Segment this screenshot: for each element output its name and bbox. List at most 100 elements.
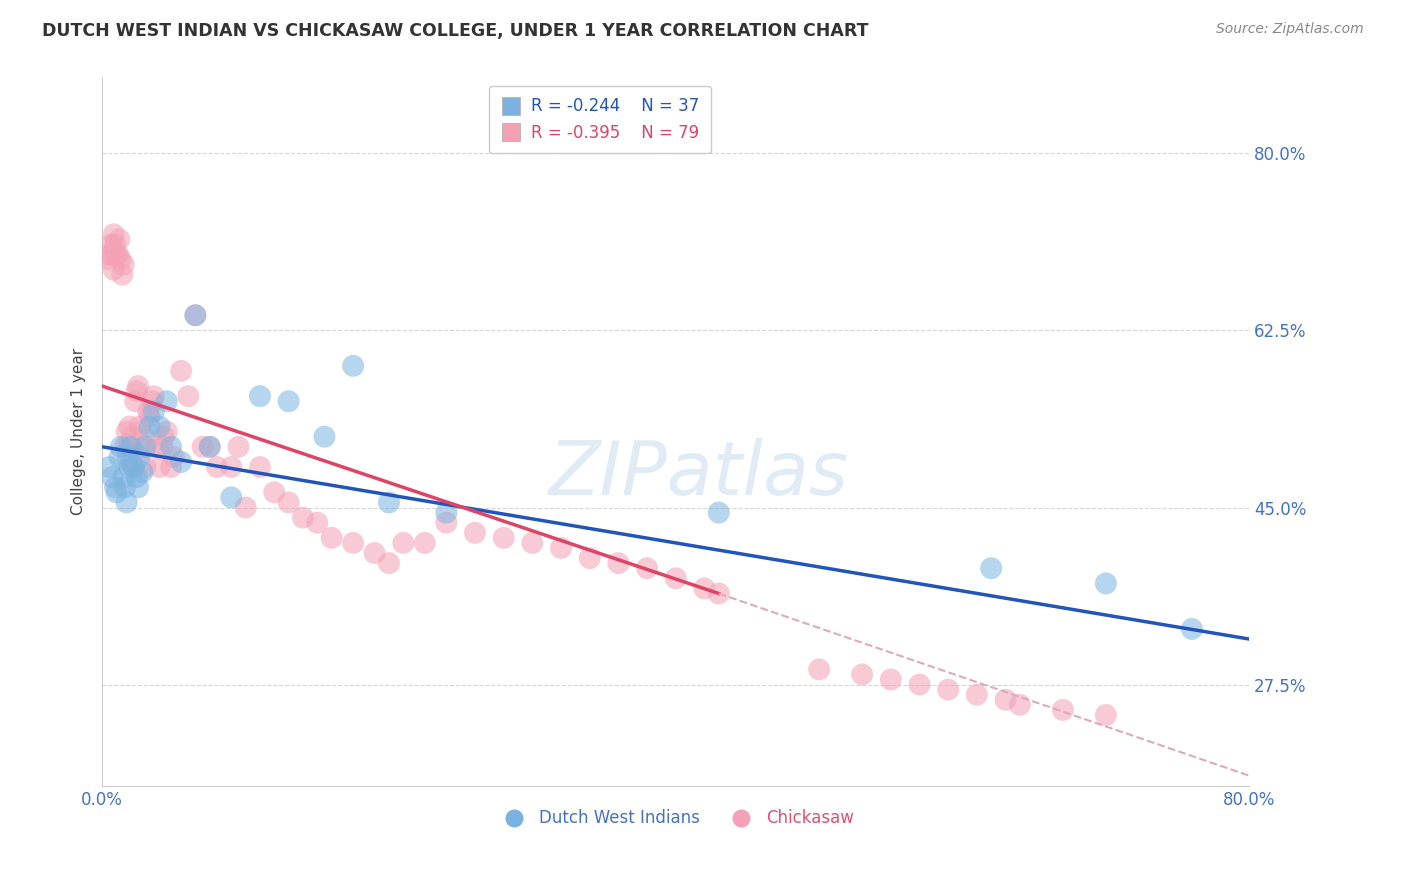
Point bbox=[607, 556, 630, 570]
Point bbox=[136, 404, 159, 418]
Point bbox=[134, 440, 156, 454]
Point bbox=[392, 536, 415, 550]
Point bbox=[291, 510, 314, 524]
Point bbox=[118, 460, 141, 475]
Legend: Dutch West Indians, Chickasaw: Dutch West Indians, Chickasaw bbox=[491, 803, 860, 834]
Point bbox=[980, 561, 1002, 575]
Point bbox=[145, 440, 167, 454]
Point bbox=[808, 662, 831, 676]
Point bbox=[228, 440, 250, 454]
Point bbox=[117, 440, 139, 454]
Point bbox=[124, 394, 146, 409]
Point bbox=[122, 460, 145, 475]
Point bbox=[118, 419, 141, 434]
Point bbox=[152, 440, 174, 454]
Point bbox=[464, 525, 486, 540]
Point bbox=[198, 440, 221, 454]
Point bbox=[550, 541, 572, 555]
Point bbox=[1052, 703, 1074, 717]
Point bbox=[522, 536, 544, 550]
Point bbox=[205, 460, 228, 475]
Point bbox=[127, 480, 149, 494]
Point bbox=[249, 460, 271, 475]
Point bbox=[263, 485, 285, 500]
Point bbox=[117, 450, 139, 464]
Point bbox=[142, 389, 165, 403]
Point bbox=[314, 430, 336, 444]
Point bbox=[148, 460, 170, 475]
Point bbox=[111, 268, 134, 282]
Point bbox=[105, 485, 128, 500]
Point bbox=[219, 491, 242, 505]
Point bbox=[235, 500, 257, 515]
Point bbox=[851, 667, 873, 681]
Point bbox=[994, 692, 1017, 706]
Point bbox=[128, 419, 150, 434]
Text: Source: ZipAtlas.com: Source: ZipAtlas.com bbox=[1216, 22, 1364, 37]
Point bbox=[966, 688, 988, 702]
Point bbox=[153, 430, 176, 444]
Point bbox=[191, 440, 214, 454]
Point bbox=[100, 237, 122, 252]
Point bbox=[880, 673, 903, 687]
Point bbox=[707, 506, 730, 520]
Point bbox=[120, 455, 142, 469]
Point bbox=[378, 556, 401, 570]
Point bbox=[707, 586, 730, 600]
Point bbox=[177, 389, 200, 403]
Point bbox=[363, 546, 385, 560]
Y-axis label: College, Under 1 year: College, Under 1 year bbox=[72, 348, 86, 516]
Point bbox=[1008, 698, 1031, 712]
Point bbox=[115, 495, 138, 509]
Point bbox=[434, 516, 457, 530]
Point bbox=[138, 419, 160, 434]
Point bbox=[107, 247, 129, 261]
Point bbox=[170, 364, 193, 378]
Point bbox=[122, 460, 145, 475]
Point bbox=[138, 409, 160, 424]
Point bbox=[97, 247, 120, 261]
Point bbox=[101, 470, 124, 484]
Point bbox=[121, 430, 143, 444]
Point bbox=[198, 440, 221, 454]
Point bbox=[170, 455, 193, 469]
Point bbox=[936, 682, 959, 697]
Point bbox=[156, 394, 179, 409]
Point bbox=[908, 677, 931, 691]
Point bbox=[142, 404, 165, 418]
Point bbox=[141, 394, 163, 409]
Point bbox=[249, 389, 271, 403]
Point bbox=[1095, 708, 1118, 723]
Point bbox=[184, 308, 207, 322]
Point bbox=[98, 460, 121, 475]
Point bbox=[665, 571, 688, 585]
Point bbox=[693, 582, 716, 596]
Point bbox=[434, 506, 457, 520]
Point bbox=[163, 450, 186, 464]
Point bbox=[98, 252, 121, 267]
Point bbox=[120, 440, 142, 454]
Point bbox=[578, 551, 600, 566]
Point bbox=[413, 536, 436, 550]
Point bbox=[108, 450, 131, 464]
Point bbox=[114, 440, 136, 454]
Point bbox=[105, 247, 128, 261]
Point bbox=[110, 252, 132, 267]
Point bbox=[342, 359, 364, 373]
Point bbox=[115, 425, 138, 439]
Point bbox=[134, 460, 156, 475]
Point bbox=[307, 516, 329, 530]
Point bbox=[104, 480, 127, 494]
Text: DUTCH WEST INDIAN VS CHICKASAW COLLEGE, UNDER 1 YEAR CORRELATION CHART: DUTCH WEST INDIAN VS CHICKASAW COLLEGE, … bbox=[42, 22, 869, 40]
Point bbox=[342, 536, 364, 550]
Point bbox=[636, 561, 658, 575]
Point bbox=[112, 258, 135, 272]
Point bbox=[1095, 576, 1118, 591]
Point bbox=[104, 237, 127, 252]
Point bbox=[128, 450, 150, 464]
Point bbox=[103, 262, 125, 277]
Point bbox=[277, 495, 299, 509]
Point bbox=[103, 227, 125, 242]
Point bbox=[160, 440, 183, 454]
Point bbox=[321, 531, 343, 545]
